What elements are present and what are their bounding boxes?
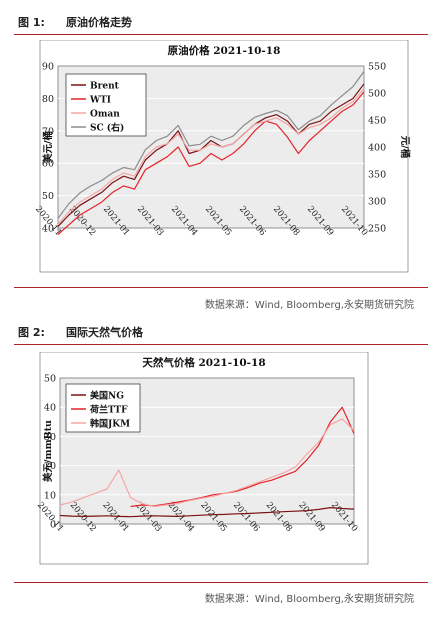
figure-1-number: 图 1: xyxy=(18,16,45,29)
legend-label: 美国NG xyxy=(90,390,124,402)
y-tick-label: 80 xyxy=(42,94,54,105)
series-line-2 xyxy=(57,88,365,226)
y2-tick-label: 500 xyxy=(368,89,386,100)
series-line-1 xyxy=(57,91,365,235)
legend-label: 荷兰TTF xyxy=(89,404,128,416)
legend-label: 韩国JKM xyxy=(90,418,130,430)
series-line-2 xyxy=(59,418,355,508)
y-tick-label: 40 xyxy=(42,224,54,235)
y-tick-label: 0 xyxy=(50,520,56,531)
y2-tick-label: 300 xyxy=(368,197,386,208)
legend-label: SC (右) xyxy=(90,122,124,134)
y-tick-label: 50 xyxy=(42,191,54,202)
y2-axis-label: 元/桶 xyxy=(399,136,411,158)
y2-tick-label: 550 xyxy=(368,62,386,73)
y-tick-label: 20 xyxy=(44,461,56,472)
series-line-1 xyxy=(130,406,355,508)
legend-label: Oman xyxy=(90,110,120,120)
y-tick-label: 90 xyxy=(42,62,54,73)
y-tick-label: 40 xyxy=(44,403,56,414)
legend-box xyxy=(65,383,141,433)
figure-2-title: 国际天然气价格 xyxy=(66,326,143,339)
y-tick-label: 60 xyxy=(42,159,54,170)
y2-tick-label: 450 xyxy=(368,116,386,127)
figure-1-title: 原油价格走势 xyxy=(66,16,132,29)
series-line-0 xyxy=(59,507,355,518)
y-tick-label: 50 xyxy=(44,374,56,385)
series-line-0 xyxy=(57,83,365,227)
crude-oil-chart: 原油价格 2021-10-18 40 50 60 70 80 90 250 300 350 400 4… xyxy=(33,40,411,273)
y-axis-label: 美元/桶 xyxy=(42,131,54,164)
chart-title: 天然气价格 2021-10-18 xyxy=(142,356,265,369)
legend-label: WTI xyxy=(89,96,111,106)
figure-2-number: 图 2: xyxy=(18,326,45,339)
y-tick-label: 30 xyxy=(44,432,56,443)
figure-1-divider xyxy=(14,287,428,288)
y-axis-label: 美元/mmBtu xyxy=(42,420,54,483)
figure-1-source: 数据来源：Wind, Bloomberg,永安期货研究院 xyxy=(204,300,414,311)
legend-label: Brent xyxy=(90,82,120,92)
figure-2-header: 图 2: 国际天然气价格 xyxy=(14,322,428,345)
figure-2-divider xyxy=(14,582,428,583)
figure-2-source: 数据来源：Wind, Bloomberg,永安期货研究院 xyxy=(204,594,414,605)
figure-1-header: 图 1: 原油价格走势 xyxy=(14,12,428,35)
series-line-3 xyxy=(57,71,365,219)
y2-tick-label: 250 xyxy=(368,224,386,235)
y-tick-label: 10 xyxy=(44,490,56,501)
chart-title: 原油价格 2021-10-18 xyxy=(168,44,281,57)
y-tick-label: 70 xyxy=(42,126,54,137)
y2-tick-label: 400 xyxy=(368,143,386,154)
y2-tick-label: 350 xyxy=(368,170,386,181)
